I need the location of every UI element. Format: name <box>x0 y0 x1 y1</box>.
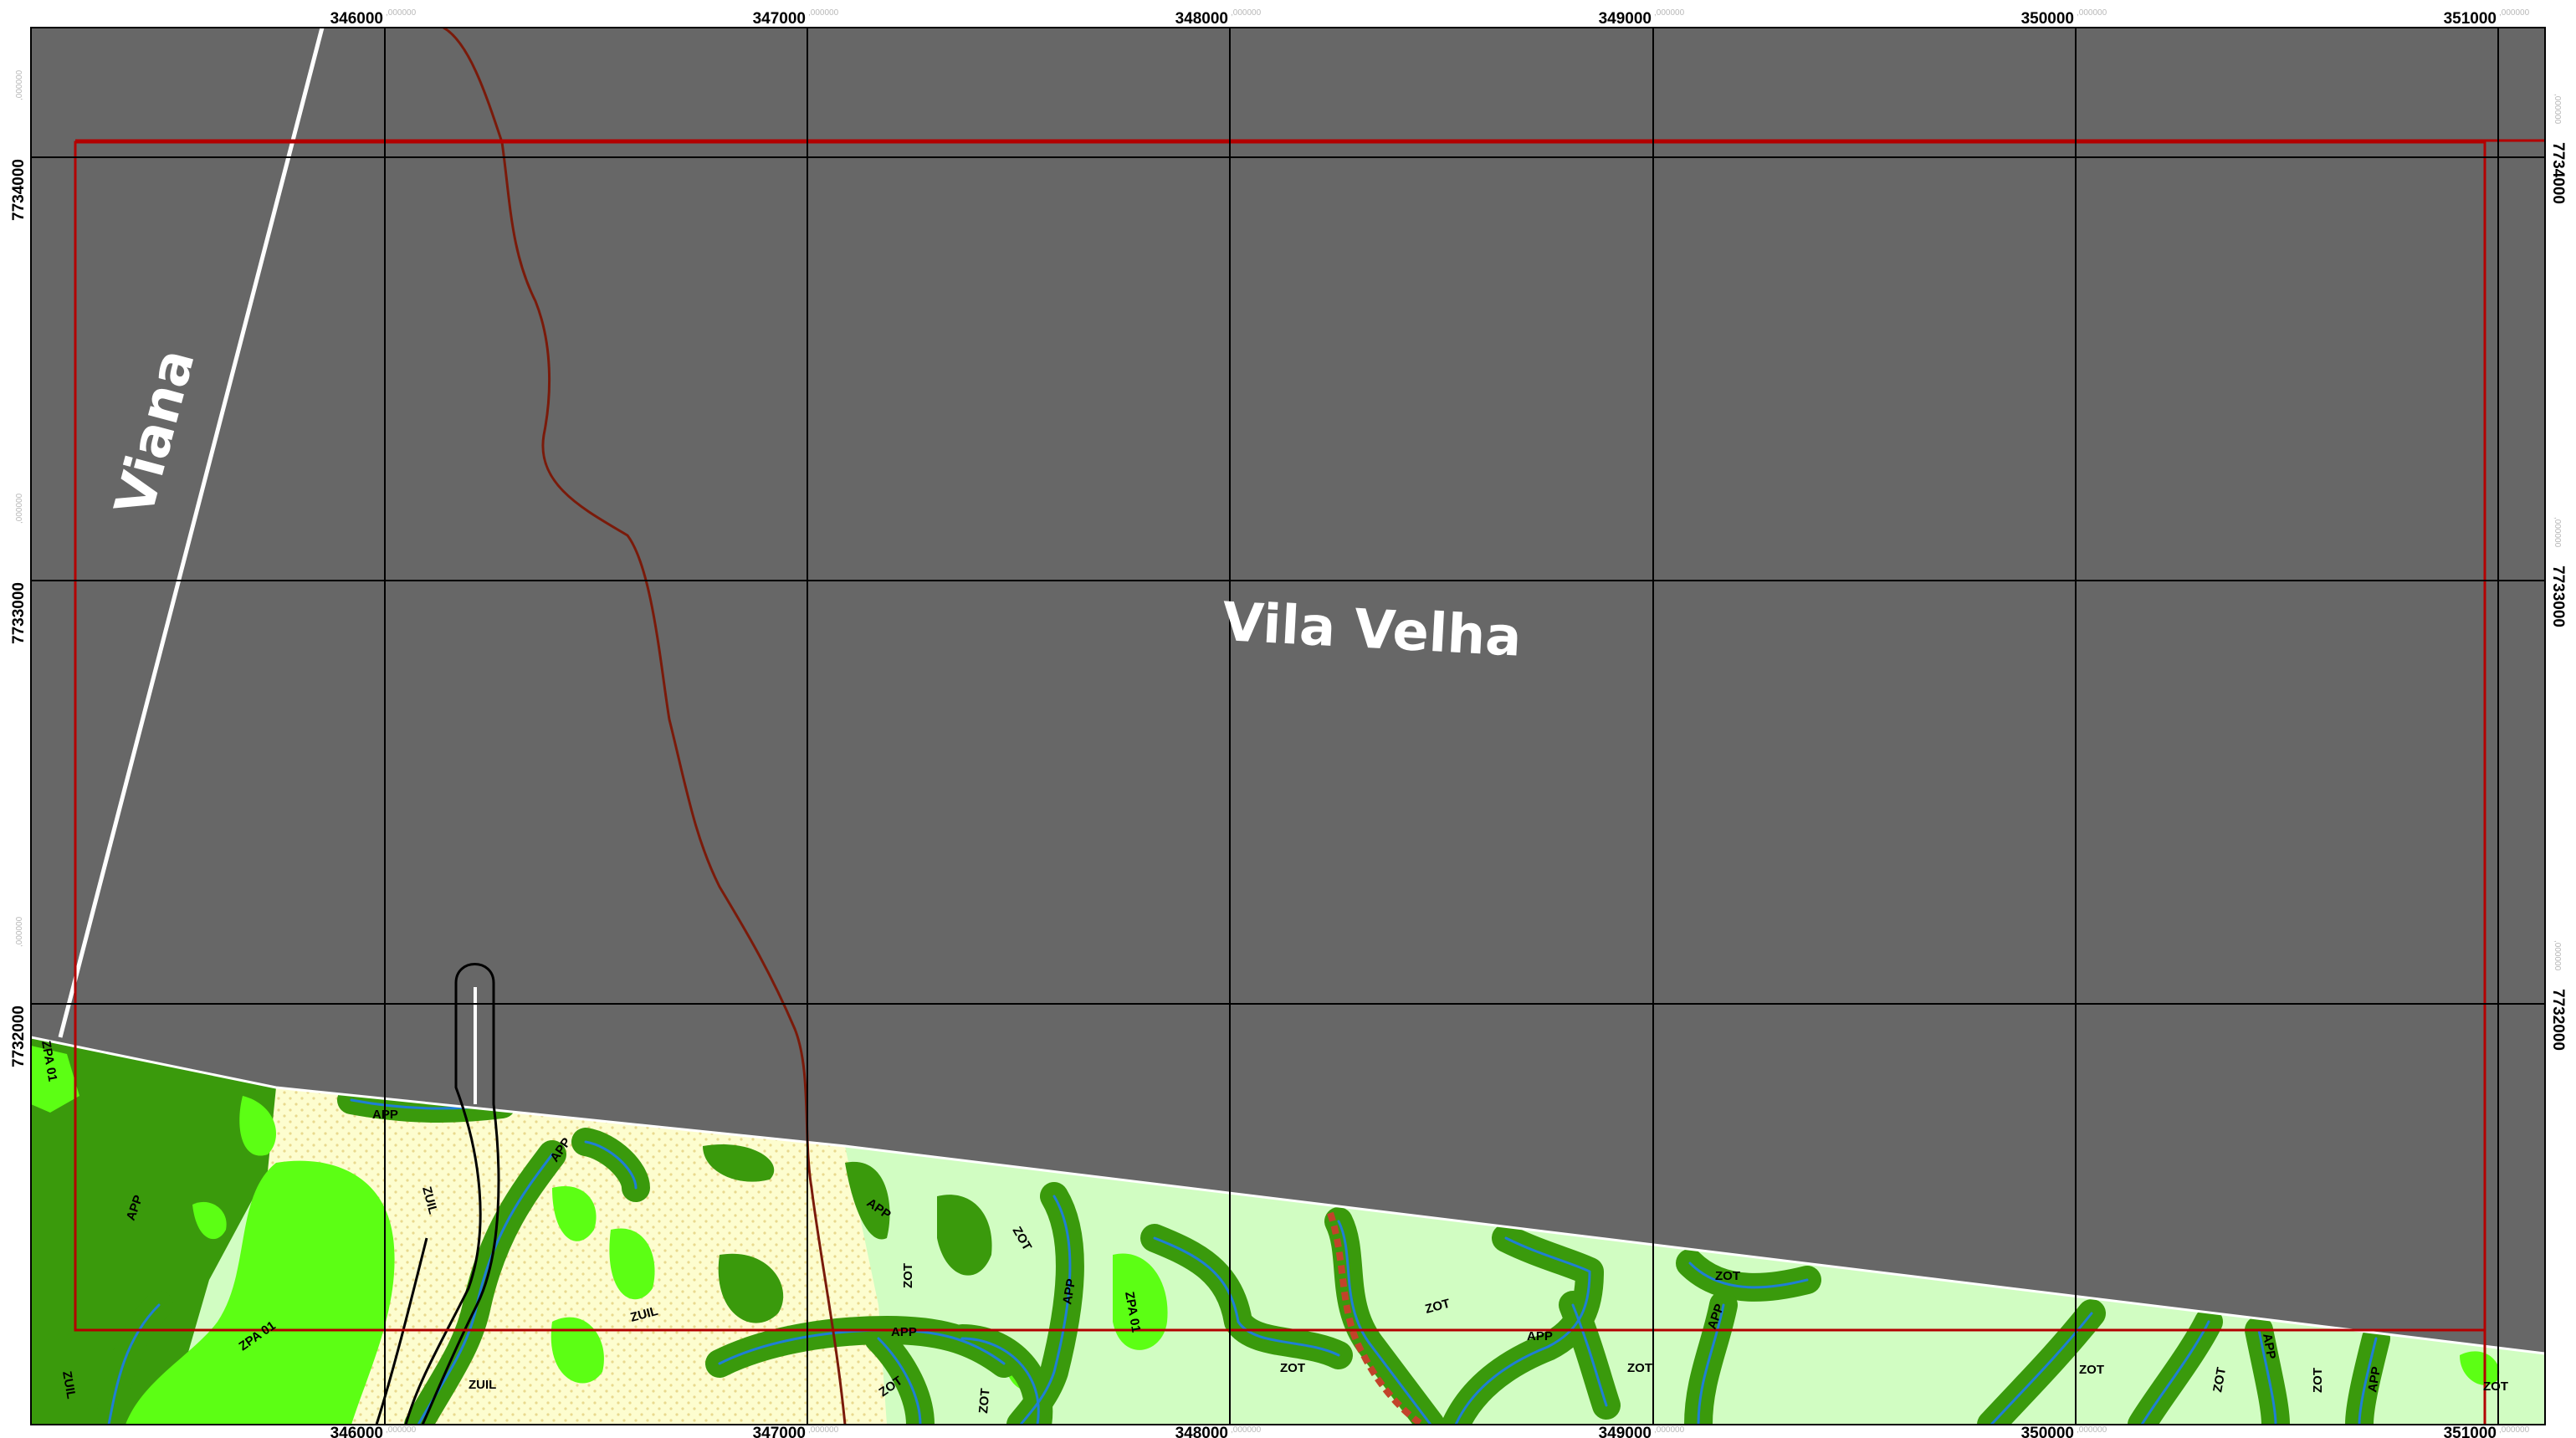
easting-label: 346000 <box>330 10 383 28</box>
zone-label: APP <box>372 1108 398 1122</box>
easting-suffix: ,000000 <box>2077 1425 2107 1435</box>
zone-label: APP <box>2365 1365 2384 1393</box>
easting-label: 346000 <box>330 1425 383 1438</box>
northing-suffix: ,000000 <box>2553 517 2562 548</box>
zpa-patch <box>2460 1351 2500 1385</box>
map-body: Viana Vila Velha ZPA 01 APP ZUIL APP ZUI… <box>31 28 2545 1425</box>
easting-label: 347000 <box>753 1425 806 1438</box>
easting-label: 350000 <box>2021 10 2074 28</box>
easting-suffix: ,000000 <box>1231 8 1262 18</box>
urban-area <box>31 28 2545 1354</box>
easting-label: 348000 <box>1175 1425 1228 1438</box>
easting-labels-bottom: 346000 ,000000 347000 ,000000 348000 ,00… <box>330 1425 2530 1438</box>
zone-label: APP <box>1060 1277 1078 1305</box>
zpa-patch <box>239 1096 276 1156</box>
northing-labels-right: 7734000 ,000000 7733000 ,000000 7732000 … <box>2549 94 2567 1051</box>
zone-label: ZOT <box>2483 1379 2508 1394</box>
zpa-patch <box>31 1046 79 1113</box>
northing-label: 7732000 <box>10 1006 28 1067</box>
coordinate-grid <box>31 28 2545 1425</box>
app-zone <box>937 1195 992 1276</box>
northing-label: 7734000 <box>2549 142 2567 204</box>
northing-label: 7733000 <box>2549 565 2567 627</box>
zone-label: ZOT <box>2311 1368 2325 1393</box>
northing-label: 7733000 <box>10 582 28 644</box>
northing-suffix: ,000000 <box>15 493 24 524</box>
zone-label: ZOT <box>1715 1269 1740 1283</box>
northing-label: 7732000 <box>2549 989 2567 1051</box>
app-zone <box>718 1253 784 1323</box>
northing-suffix: ,000000 <box>15 916 24 947</box>
zpa-01-zone <box>125 1160 395 1425</box>
easting-suffix: ,000000 <box>2499 1425 2530 1435</box>
easting-label: 347000 <box>753 10 806 28</box>
easting-label: 351000 <box>2444 10 2497 28</box>
municipal-boundary-viana <box>58 28 325 1038</box>
zone-label: ZOT <box>2079 1363 2104 1377</box>
northing-labels-left: 7734000 ,000000 7733000 ,000000 7732000 … <box>10 69 28 1067</box>
easting-suffix: ,000000 <box>1231 1425 1262 1435</box>
zone-label: ZOT <box>1627 1361 1652 1375</box>
zone-label: ZUIL <box>59 1370 79 1400</box>
zpa-patch <box>551 1317 604 1384</box>
road-outline <box>375 1237 428 1425</box>
zpa-dark-zone <box>31 1037 276 1425</box>
zpa-01-zone <box>1113 1253 1168 1350</box>
easting-suffix: ,000000 <box>386 1425 417 1435</box>
easting-label: 348000 <box>1175 10 1228 28</box>
easting-suffix: ,000000 <box>1654 1425 1685 1435</box>
zone-label: ZUIL <box>469 1378 496 1392</box>
easting-suffix: ,000000 <box>808 1425 839 1435</box>
road-outline <box>404 983 482 1425</box>
easting-suffix: ,000000 <box>386 8 417 18</box>
easting-label: 349000 <box>1599 1425 1652 1438</box>
easting-labels-top: 346000 ,000000 347000 ,000000 348000 ,00… <box>330 8 2530 28</box>
northing-label: 7734000 <box>10 159 28 221</box>
map-neatline <box>30 27 2546 1425</box>
zpa-patch <box>192 1201 227 1240</box>
easting-label: 350000 <box>2021 1425 2074 1438</box>
app-zone <box>845 1161 890 1240</box>
easting-label: 349000 <box>1599 10 1652 28</box>
zone-label: ZOT <box>2210 1366 2229 1393</box>
zone-label: ZOT <box>1280 1361 1305 1375</box>
zone-label: APP <box>2260 1333 2278 1360</box>
zone-label: APP <box>891 1325 917 1339</box>
road-outline <box>421 983 500 1425</box>
easting-suffix: ,000000 <box>808 8 839 18</box>
easting-suffix: ,000000 <box>2499 8 2530 18</box>
app-corridors <box>95 1086 2390 1425</box>
northing-suffix: ,000000 <box>2553 940 2562 971</box>
easting-label: 351000 <box>2444 1425 2497 1438</box>
urban-boundary <box>31 1036 2545 1355</box>
northing-suffix: ,000000 <box>15 69 24 100</box>
road-outline <box>454 963 495 984</box>
zpa-patch <box>552 1186 597 1241</box>
zone-label: ZOT <box>901 1263 915 1288</box>
road-segment <box>1327 1211 1425 1425</box>
app-zone <box>703 1144 775 1182</box>
easting-suffix: ,000000 <box>1654 8 1685 18</box>
zpa-patch <box>609 1228 655 1300</box>
easting-suffix: ,000000 <box>2077 8 2107 18</box>
zone-label: APP <box>1527 1329 1553 1343</box>
zone-label: ZOT <box>976 1388 993 1414</box>
northing-suffix: ,000000 <box>2553 94 2562 125</box>
